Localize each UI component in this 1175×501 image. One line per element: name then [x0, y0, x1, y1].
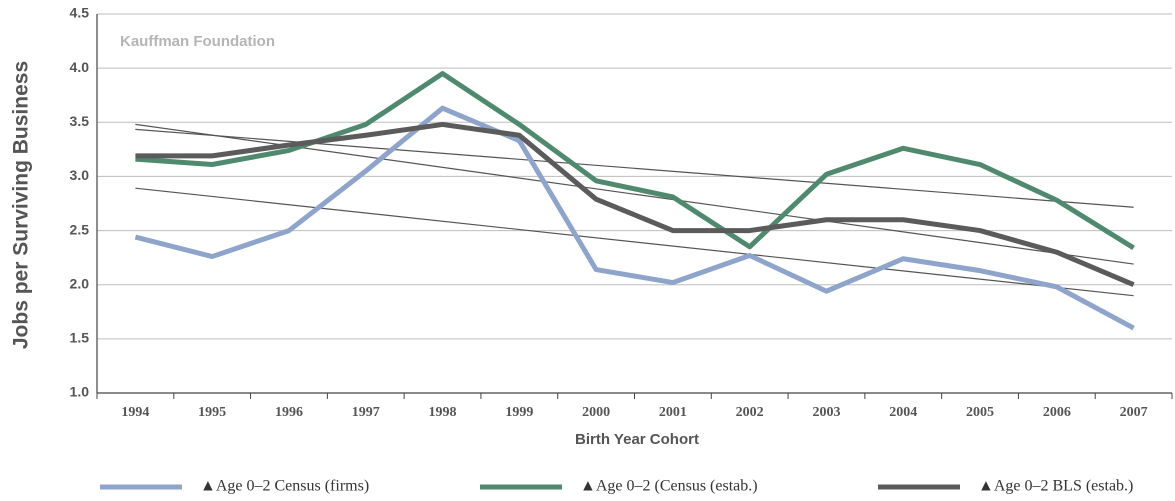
y-tick-label: 4.5 — [70, 5, 90, 21]
y-axis-title: Jobs per Surviving Business — [10, 61, 33, 349]
y-tick-label: 3.0 — [70, 167, 90, 183]
data-line — [135, 121, 1135, 288]
x-tick-label: 1994 — [121, 405, 149, 420]
x-tick-label: 2006 — [1043, 405, 1071, 420]
data-line — [134, 105, 1135, 331]
trendline — [135, 187, 1134, 297]
x-axis-title: Birth Year Cohort — [575, 431, 699, 448]
x-tick-label: 1996 — [275, 405, 303, 420]
y-tick-label: 2.5 — [70, 221, 90, 237]
x-tick-label: 1998 — [429, 405, 457, 420]
x-tick-label: 1997 — [352, 405, 380, 420]
annotation: Kauffman Foundation — [120, 33, 275, 50]
legend-label: ▲Age 0–2 Census (firms) — [200, 478, 369, 495]
x-tick-label: 2001 — [659, 405, 687, 420]
data-line — [135, 71, 1135, 251]
x-tick-label: 2007 — [1120, 405, 1148, 420]
y-tick-label: 4.0 — [70, 59, 90, 75]
y-tick-label: 3.5 — [70, 113, 90, 129]
legend-label: ▲Age 0–2 (Census (estab.) — [580, 478, 758, 495]
y-tick-label: 1.0 — [70, 384, 90, 400]
x-tick-label: 2003 — [812, 405, 840, 420]
x-tick-label: 2005 — [966, 405, 994, 420]
legend-label: ▲Age 0–2 BLS (estab.) — [978, 478, 1133, 495]
x-tick-label: 1999 — [505, 405, 533, 420]
x-tick-label: 2002 — [736, 405, 764, 420]
x-tick-label: 2000 — [582, 405, 610, 420]
x-tick-label: 1995 — [198, 405, 226, 420]
y-tick-label: 2.0 — [70, 275, 90, 291]
y-tick-label: 1.5 — [70, 330, 90, 346]
x-tick-label: 2004 — [889, 405, 917, 420]
